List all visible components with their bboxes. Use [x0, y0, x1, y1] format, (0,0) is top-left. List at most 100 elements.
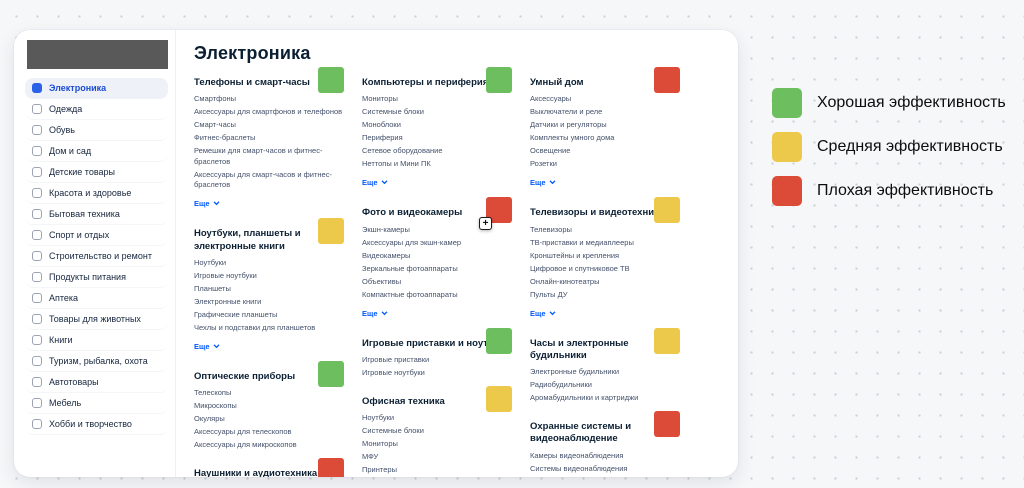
category-group: Телевизоры и видеотехника Телевизоры ТВ-пр… — [530, 197, 682, 320]
subcategory-link[interactable]: Телескопы — [194, 388, 232, 398]
subcategory-link[interactable]: Зеркальные фотоаппараты — [362, 263, 458, 273]
more-link[interactable]: Еще — [530, 178, 556, 187]
group-title[interactable]: Охранные системы и видеонаблюдение — [530, 420, 632, 445]
subcategory-link[interactable]: Периферия — [362, 133, 403, 143]
subcategory-link[interactable]: Графические планшеты — [194, 310, 278, 320]
sidebar-item-label: Хобби и творчество — [49, 419, 132, 429]
subcategory-link[interactable]: Розетки — [530, 159, 557, 169]
subcategory-link[interactable]: МФУ — [362, 451, 379, 461]
subcategory-link[interactable]: Смарт-часы — [194, 120, 236, 130]
subcategory-link[interactable]: Ноутбуки — [194, 258, 227, 268]
sidebar-item-label: Строительство и ремонт — [49, 251, 152, 261]
sidebar-item[interactable]: Электроника — [25, 78, 168, 99]
group-title[interactable]: Оптические приборы — [194, 371, 296, 383]
subcategory-link[interactable]: Мониторы — [362, 438, 398, 448]
group-title[interactable]: Офисная техника — [362, 395, 445, 407]
more-link[interactable]: Еще — [194, 199, 220, 208]
subcategory-link[interactable]: Объективы — [362, 276, 402, 286]
cursor-plus-icon: + — [479, 217, 492, 231]
subcategory-link[interactable]: Компактные фотоаппараты — [362, 289, 458, 299]
sidebar-item[interactable]: Строительство и ремонт — [25, 246, 168, 267]
subcategory-link[interactable]: Моноблоки — [362, 120, 401, 130]
subcategory-link[interactable]: Аксессуары для экшн-камер — [362, 237, 462, 247]
subcategory-link[interactable]: ТВ-приставки и медиаплееры — [530, 237, 634, 247]
group-title[interactable]: Телефоны и смарт-часы — [194, 77, 310, 88]
subcategory-link[interactable]: Аксессуары — [530, 94, 572, 104]
sidebar-item[interactable]: Хобби и творчество — [25, 414, 168, 435]
subcategory-link[interactable]: Игровые ноутбуки — [194, 271, 257, 281]
group-title[interactable]: Наушники и аудиотехника — [194, 467, 318, 477]
subcategory-link[interactable]: Ноутбуки — [362, 412, 395, 422]
sidebar-item[interactable]: Товары для животных — [25, 309, 168, 330]
subcategory-link[interactable]: Комплекты умного дома — [530, 133, 615, 143]
subcategory-link[interactable]: Микроскопы — [194, 401, 237, 411]
subcategory-link[interactable]: Цифровое и спутниковое ТВ — [530, 263, 630, 273]
subcategory-link[interactable]: Электронные будильники — [530, 367, 620, 377]
subcategory-link[interactable]: Радиобудильники — [530, 380, 592, 390]
sidebar-item[interactable]: Спорт и отдых — [25, 225, 168, 246]
subcategory-link[interactable]: Пульты ДУ — [530, 289, 568, 299]
category-icon — [32, 104, 42, 114]
group-title[interactable]: Игровые приставки и ноутбуки — [362, 337, 510, 349]
group-title[interactable]: Ноутбуки, планшеты и электронные книги — [194, 228, 301, 252]
category-group: Телефоны и смарт-часы Смартфоны Аксессуары… — [194, 67, 346, 211]
sidebar-item[interactable]: Туризм, рыбалка, охота — [25, 351, 168, 372]
subcategory-link[interactable]: Экшн-камеры — [362, 224, 410, 234]
group-title[interactable]: Часы и электронные будильники — [530, 337, 629, 362]
subcategory-link[interactable]: Видеокамеры — [362, 250, 411, 260]
sidebar-item[interactable]: Аптека — [25, 288, 168, 309]
subcategory-link[interactable]: Игровые приставки — [362, 355, 430, 365]
more-label: Еще — [530, 178, 546, 188]
sidebar-item[interactable]: Детские товары — [25, 162, 168, 183]
subcategory-link[interactable]: Выключатели и реле — [530, 107, 603, 117]
sidebar-item[interactable]: Продукты питания — [25, 267, 168, 288]
more-link[interactable]: Еще — [530, 309, 556, 318]
more-link[interactable]: Еще — [362, 178, 388, 187]
sidebar-item[interactable]: Одежда — [25, 99, 168, 120]
subcategory-link[interactable]: Окуляры — [194, 414, 225, 424]
sidebar-item[interactable]: Красота и здоровье — [25, 183, 168, 204]
subcategory-link[interactable]: Камеры видеонаблюдения — [530, 450, 624, 460]
subcategory-link[interactable]: Аксессуары для смартфонов и телефонов — [194, 107, 343, 117]
subcategory-link[interactable]: Аромабудильники и картриджи — [530, 393, 639, 403]
effectiveness-badge-red: + — [479, 197, 512, 231]
subcategory-link[interactable]: Сетевое оборудование — [362, 146, 443, 156]
subcategory-link[interactable]: Аксессуары для телескопов — [194, 427, 292, 437]
subcategory-link[interactable]: Фитнес-браслеты — [194, 133, 256, 143]
sidebar-item[interactable]: Мебель — [25, 393, 168, 414]
subcategory-link[interactable]: Онлайн-кинотеатры — [530, 276, 600, 286]
subcategory-link[interactable]: Принтеры — [362, 464, 397, 474]
subcategory-link[interactable]: Мониторы — [362, 94, 398, 104]
group-title[interactable]: Телевизоры и видеотехника — [530, 207, 665, 219]
subcategory-link[interactable]: Телевизоры — [530, 224, 572, 234]
subcategory-link[interactable]: Чехлы и подставки для планшетов — [194, 323, 316, 333]
group-title[interactable]: Компьютеры и периферия — [362, 77, 489, 88]
sidebar-item[interactable]: Бытовая техника — [25, 204, 168, 225]
subcategory-link[interactable]: Датчики и регуляторы — [530, 120, 607, 130]
category-icon — [32, 272, 42, 282]
subcategory-link[interactable]: Игровые ноутбуки — [362, 368, 425, 378]
subcategory-link[interactable]: Аксессуары для смарт-часов и фитнес-брас… — [194, 169, 332, 190]
subcategory-link[interactable]: Планшеты — [194, 284, 231, 294]
subcategory-link[interactable]: Системы видеонаблюдения — [530, 463, 628, 473]
more-label: Еще — [194, 199, 210, 209]
more-link[interactable]: Еще — [194, 342, 220, 351]
subcategory-link[interactable]: Освещение — [530, 146, 571, 156]
subcategory-link[interactable]: Электронные книги — [194, 297, 262, 307]
category-group: Ноутбуки, планшеты и электронные книги Но… — [194, 218, 346, 354]
more-link[interactable]: Еще — [362, 309, 388, 318]
sidebar-item[interactable]: Обувь — [25, 120, 168, 141]
legend-color-swatch — [772, 88, 802, 118]
sidebar-item[interactable]: Дом и сад — [25, 141, 168, 162]
subcategory-link[interactable]: Смартфоны — [194, 94, 237, 104]
subcategory-link[interactable]: Неттопы и Мини ПК — [362, 159, 431, 169]
subcategory-link[interactable]: Кронштейны и крепления — [530, 250, 620, 260]
subcategory-link[interactable]: Аксессуары для микроскопов — [194, 440, 297, 450]
subcategory-link[interactable]: Ремешки для смарт-часов и фитнес-браслет… — [194, 146, 323, 166]
subcategory-link[interactable]: Системные блоки — [362, 107, 424, 117]
sidebar-item[interactable]: Книги — [25, 330, 168, 351]
group-title[interactable]: Умный дом — [530, 77, 584, 88]
sidebar-item[interactable]: Автотовары — [25, 372, 168, 393]
group-title[interactable]: Фото и видеокамеры — [362, 207, 463, 219]
subcategory-link[interactable]: Системные блоки — [362, 425, 424, 435]
